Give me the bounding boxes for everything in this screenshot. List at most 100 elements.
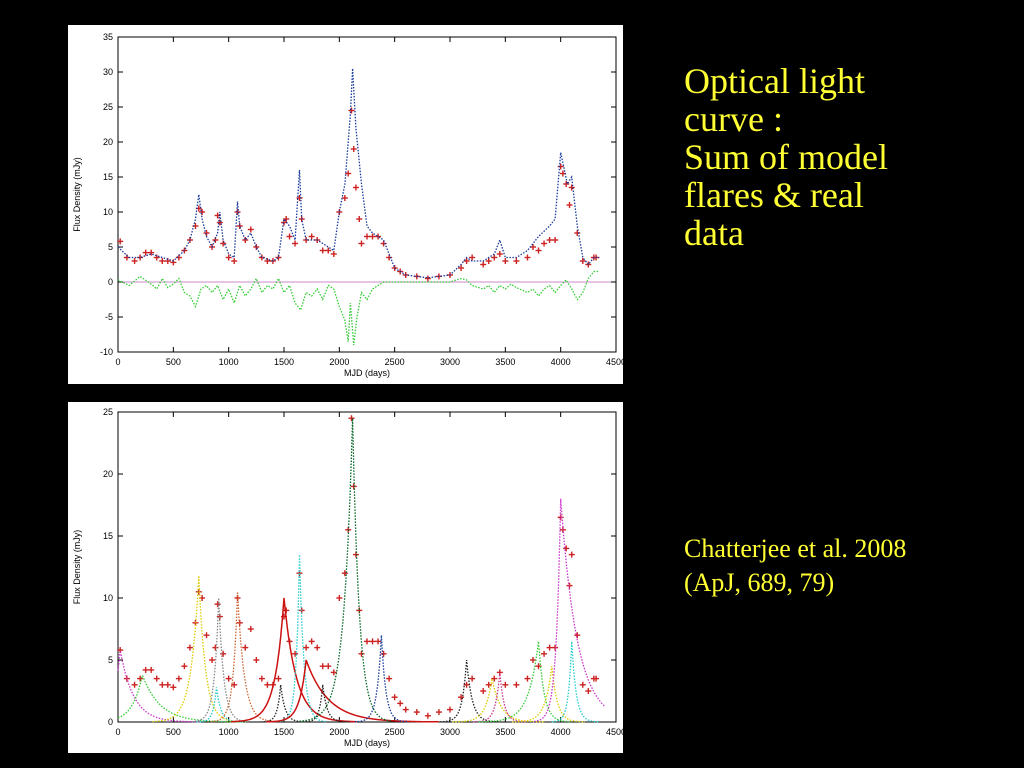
data-point bbox=[247, 626, 254, 632]
model-flare-15 bbox=[452, 678, 546, 723]
data-point bbox=[181, 663, 188, 670]
plot-frame bbox=[117, 36, 617, 353]
data-point bbox=[485, 258, 492, 264]
data-point bbox=[535, 247, 542, 254]
data-point bbox=[247, 226, 254, 233]
data-point bbox=[485, 681, 492, 688]
model-flare-13 bbox=[354, 635, 408, 723]
data-point bbox=[159, 258, 166, 264]
data-point bbox=[195, 588, 202, 595]
data-point bbox=[458, 265, 465, 271]
x-tick-label: 2500 bbox=[385, 357, 405, 367]
data-point bbox=[292, 240, 299, 247]
data-point bbox=[203, 632, 210, 639]
y-tick-label: 20 bbox=[103, 137, 113, 147]
data-point bbox=[283, 216, 290, 222]
data-point bbox=[535, 663, 542, 670]
model-flare-14 bbox=[440, 659, 500, 723]
data-point bbox=[216, 219, 223, 226]
data-point bbox=[131, 681, 138, 688]
data-point bbox=[242, 237, 249, 243]
y-axis-label: Flux Density (mJy) bbox=[72, 530, 82, 605]
data-point bbox=[345, 170, 352, 177]
x-tick-label: 2000 bbox=[329, 727, 349, 737]
data-point bbox=[502, 258, 509, 264]
model-flare-18 bbox=[511, 666, 586, 723]
model-flare-17 bbox=[478, 641, 572, 723]
data-point bbox=[546, 237, 553, 243]
slide-heading: Optical light curve : Sum of model flare… bbox=[684, 61, 888, 253]
data-point bbox=[513, 681, 520, 688]
data-point bbox=[358, 240, 365, 247]
x-tick-label: 500 bbox=[166, 357, 181, 367]
data-point bbox=[264, 258, 271, 264]
data-point bbox=[209, 657, 216, 663]
data-point bbox=[391, 265, 398, 271]
data-point bbox=[286, 233, 293, 240]
data-point bbox=[566, 582, 573, 589]
data-point bbox=[225, 254, 232, 261]
data-point bbox=[541, 240, 548, 247]
y-tick-label: 25 bbox=[103, 407, 113, 417]
data-point bbox=[153, 675, 160, 682]
y-tick-label: -5 bbox=[105, 312, 113, 322]
data-point bbox=[579, 258, 586, 264]
data-point bbox=[491, 675, 498, 682]
model-flare-19 bbox=[534, 498, 605, 723]
y-tick-label: 15 bbox=[103, 172, 113, 182]
data-point bbox=[186, 644, 193, 651]
x-tick-label: 3000 bbox=[440, 727, 460, 737]
x-axis-label: MJD (days) bbox=[344, 738, 390, 748]
data-point bbox=[148, 666, 155, 673]
data-point bbox=[402, 706, 409, 713]
data-point bbox=[397, 700, 404, 707]
data-point bbox=[463, 258, 470, 264]
data-point bbox=[253, 657, 260, 663]
model-flare-9 bbox=[279, 554, 327, 723]
x-tick-label: 3000 bbox=[440, 357, 460, 367]
data-point bbox=[142, 249, 149, 256]
data-point bbox=[524, 675, 531, 682]
data-point bbox=[413, 709, 420, 716]
data-point bbox=[314, 644, 321, 651]
y-tick-label: 10 bbox=[103, 593, 113, 603]
y-tick-label: 5 bbox=[108, 655, 113, 665]
data-point bbox=[231, 258, 238, 264]
data-point bbox=[308, 233, 315, 240]
y-tick-label: 0 bbox=[108, 277, 113, 287]
data-point bbox=[352, 184, 359, 191]
data-point bbox=[234, 209, 241, 215]
data-point bbox=[303, 644, 310, 651]
x-tick-label: 0 bbox=[115, 727, 120, 737]
data-point bbox=[435, 709, 442, 716]
data-point bbox=[117, 238, 124, 245]
data-point bbox=[264, 681, 271, 688]
data-point bbox=[557, 163, 564, 170]
data-point bbox=[552, 237, 559, 243]
y-tick-label: 5 bbox=[108, 242, 113, 252]
x-tick-label: 1000 bbox=[219, 357, 239, 367]
model-flare-6 bbox=[210, 591, 278, 723]
y-tick-label: 0 bbox=[108, 717, 113, 727]
data-point bbox=[568, 184, 575, 191]
y-tick-label: 30 bbox=[103, 67, 113, 77]
x-tick-label: 2000 bbox=[329, 357, 349, 367]
model-flare-10 bbox=[266, 659, 439, 723]
data-point bbox=[480, 261, 487, 268]
data-point bbox=[424, 712, 431, 719]
data-point bbox=[212, 644, 219, 651]
data-point bbox=[142, 666, 149, 673]
data-point bbox=[296, 195, 303, 201]
data-point bbox=[469, 254, 476, 261]
data-point bbox=[199, 209, 206, 215]
data-point bbox=[330, 669, 337, 676]
data-point bbox=[356, 216, 363, 222]
x-tick-label: 1500 bbox=[274, 727, 294, 737]
citation: Chatterjee et al. 2008 (ApJ, 689, 79) bbox=[684, 534, 907, 597]
data-point bbox=[292, 650, 299, 657]
